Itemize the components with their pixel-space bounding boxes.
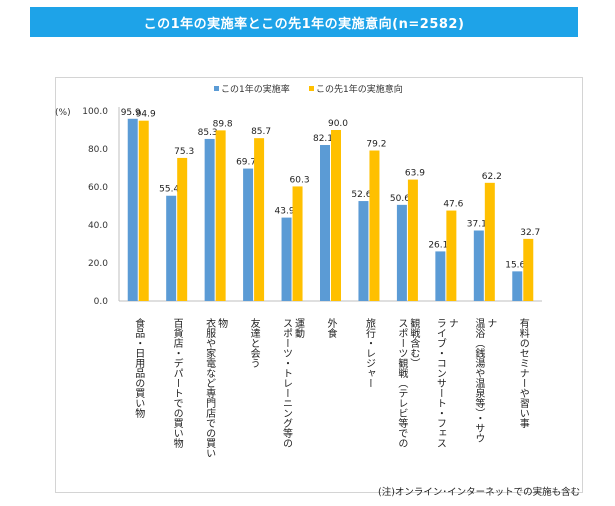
data-label-series2: 94.9 bbox=[136, 110, 156, 120]
y-unit-label: (%) bbox=[55, 108, 71, 118]
bar-series1 bbox=[320, 145, 330, 301]
data-label-series2: 75.3 bbox=[174, 147, 194, 157]
bar-series1 bbox=[512, 271, 523, 301]
x-category-label: ナ bbox=[485, 318, 496, 328]
bar-series2 bbox=[407, 179, 418, 301]
data-label-series1: 95.9 bbox=[121, 108, 141, 118]
data-label-series1: 85.3 bbox=[198, 128, 218, 138]
bar-series1 bbox=[127, 118, 138, 301]
data-label-series2: 32.7 bbox=[520, 228, 540, 238]
bar-series1 bbox=[166, 195, 177, 301]
x-category-label: 温浴（銭湯や温泉等）・サウ bbox=[473, 318, 485, 443]
legend-label-series2: この先1年の実施意向 bbox=[316, 83, 403, 95]
x-category-label: 観戦含む） bbox=[408, 317, 420, 368]
bar-series2 bbox=[254, 138, 265, 301]
x-category-label: ナ bbox=[446, 318, 457, 328]
bar-series1 bbox=[473, 230, 484, 301]
bar-series1 bbox=[435, 251, 446, 301]
bar-series2 bbox=[331, 130, 341, 301]
bar-series2 bbox=[138, 120, 149, 301]
x-category-label: 衣服や家電など専門店での買い bbox=[204, 317, 216, 458]
x-category-label: 食品・日用品の買い物 bbox=[133, 317, 145, 419]
bar-series2 bbox=[292, 186, 303, 301]
y-tick-label: 40.0 bbox=[88, 221, 108, 231]
y-tick-label: 20.0 bbox=[88, 259, 108, 269]
data-label-series2: 62.2 bbox=[482, 172, 502, 182]
y-tick-label: 80.0 bbox=[88, 145, 108, 155]
data-label-series1: 69.7 bbox=[236, 158, 256, 168]
data-label-series1: 43.9 bbox=[275, 207, 295, 217]
bar-series2 bbox=[177, 157, 188, 301]
data-label-series1: 37.1 bbox=[467, 220, 487, 230]
data-label-series2: 85.7 bbox=[251, 127, 271, 137]
bar-series2 bbox=[369, 150, 380, 301]
data-label-series1: 50.6 bbox=[390, 194, 410, 204]
data-label-series1: 52.6 bbox=[351, 190, 371, 200]
data-label-series2: 79.2 bbox=[366, 140, 386, 150]
data-label-series1: 55.4 bbox=[159, 185, 179, 195]
data-label-series2: 89.8 bbox=[213, 119, 233, 129]
x-category-label: ライブ・コンサート・フェス bbox=[434, 318, 446, 448]
data-label-series1: 26.1 bbox=[428, 240, 448, 250]
x-category-label: 有料のセミナーや習い事 bbox=[517, 317, 529, 428]
y-tick-label: 100.0 bbox=[82, 107, 108, 117]
legend-swatch-series2 bbox=[309, 86, 314, 91]
x-category-label: 運動 bbox=[293, 318, 305, 339]
x-category-label: 外食 bbox=[325, 318, 337, 339]
x-category-label: スポーツ観戦（テレビ等での bbox=[396, 318, 408, 448]
bar-series1 bbox=[358, 201, 369, 301]
chart-frame bbox=[55, 77, 583, 493]
footnote: (注)オンライン･インターネットでの実施も含む bbox=[378, 487, 581, 498]
bar-series1 bbox=[243, 168, 254, 301]
data-label-series2: 90.0 bbox=[328, 119, 348, 129]
legend-label-series1: この1年の実施率 bbox=[221, 83, 290, 95]
data-label-series1: 15.6 bbox=[505, 260, 525, 270]
x-category-label: 旅行・レジャー bbox=[363, 317, 375, 388]
x-category-label: 友達と会う bbox=[248, 317, 260, 368]
bar-series2 bbox=[523, 238, 534, 301]
data-label-series1: 82.1 bbox=[313, 134, 333, 144]
bar-series1 bbox=[204, 138, 215, 301]
legend-swatch-series1 bbox=[214, 86, 219, 91]
x-category-label: 百貨店・デパートでの買い物 bbox=[171, 318, 183, 449]
chart-title: この1年の実施率とこの先1年の実施意向(n=2582) bbox=[143, 16, 465, 32]
chart-title-bar: この1年の実施率とこの先1年の実施意向(n=2582) bbox=[30, 7, 578, 37]
bar-series2 bbox=[446, 210, 457, 301]
bar-series1 bbox=[281, 217, 292, 301]
x-category-label: 物 bbox=[216, 317, 228, 329]
bar-series2 bbox=[484, 182, 495, 301]
data-label-series2: 47.6 bbox=[443, 200, 463, 210]
y-tick-label: 60.0 bbox=[88, 183, 108, 193]
bar-series2 bbox=[215, 130, 226, 301]
x-category-label: スポーツ・トレーニング等の bbox=[281, 318, 293, 448]
data-label-series2: 60.3 bbox=[290, 175, 310, 185]
data-label-series2: 63.9 bbox=[405, 169, 425, 179]
y-tick-label: 0.0 bbox=[94, 297, 109, 307]
bar-series1 bbox=[396, 204, 407, 301]
